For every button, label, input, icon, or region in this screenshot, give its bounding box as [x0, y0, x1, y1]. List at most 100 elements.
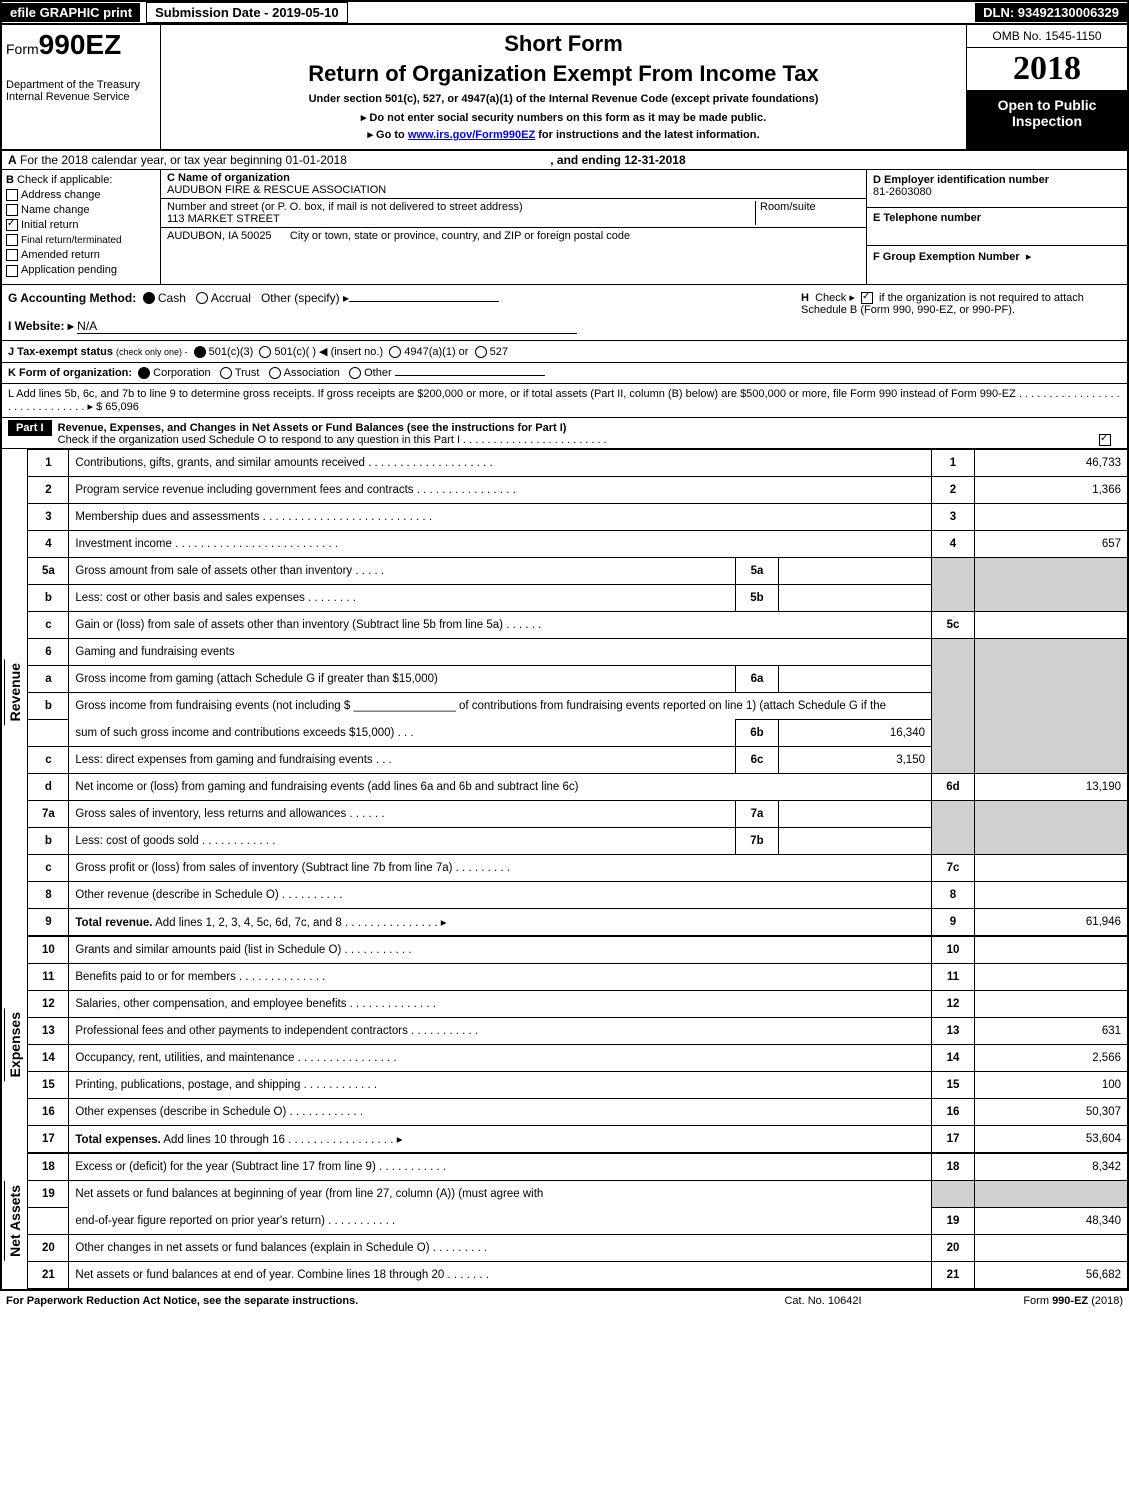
insert-no: ◀ (insert no.): [319, 346, 383, 358]
revenue-table: 1Contributions, gifts, grants, and simil…: [28, 449, 1127, 936]
cb-name-change-label: Name change: [21, 204, 90, 216]
radio-527[interactable]: [475, 346, 487, 358]
netassets-label: Net Assets: [4, 1181, 25, 1261]
line-10: 10Grants and similar amounts paid (list …: [28, 936, 1127, 963]
room-label: Room/suite: [760, 201, 816, 213]
cb-initial-return-label: Initial return: [21, 219, 78, 231]
radio-assoc[interactable]: [269, 367, 281, 379]
cb-address-change[interactable]: [6, 189, 18, 201]
cb-name-change[interactable]: [6, 204, 18, 216]
part1-header-row: Part I Revenue, Expenses, and Changes in…: [2, 418, 1127, 449]
netassets-side-label: Net Assets: [2, 1153, 28, 1289]
omb-number: OMB No. 1545-1150: [967, 25, 1127, 48]
cb-schedule-o[interactable]: [1099, 434, 1111, 446]
revenue-section: Revenue 1Contributions, gifts, grants, a…: [2, 449, 1127, 936]
section-b-right: D Employer identification number 81-2603…: [866, 170, 1127, 284]
netassets-section: Net Assets 18Excess or (deficit) for the…: [2, 1153, 1127, 1289]
line-5c: cGain or (loss) from sale of assets othe…: [28, 611, 1127, 638]
radio-501c3[interactable]: [194, 346, 206, 358]
j-label: J Tax-exempt status: [8, 346, 113, 358]
radio-accrual[interactable]: [196, 292, 208, 304]
line-16: 16Other expenses (describe in Schedule O…: [28, 1098, 1127, 1125]
addr-label: Number and street (or P. O. box, if mail…: [167, 201, 523, 213]
efile-print-button[interactable]: efile GRAPHIC print: [2, 3, 140, 22]
radio-cash[interactable]: [143, 292, 155, 304]
instruction-1: ▸ Do not enter social security numbers o…: [169, 111, 958, 124]
cb-application-pending[interactable]: [6, 265, 18, 277]
line-6d: dNet income or (loss) from gaming and fu…: [28, 773, 1127, 800]
city-row: AUDUBON, IA 50025 City or town, state or…: [161, 228, 866, 244]
label-b: B: [6, 174, 14, 186]
form-number-text: 990EZ: [39, 29, 122, 60]
group-exemption-row: F Group Exemption Number ▸: [867, 246, 1127, 283]
cb-address-change-label: Address change: [21, 189, 101, 201]
dln-label: DLN: 93492130006329: [975, 3, 1127, 22]
irs-link[interactable]: www.irs.gov/Form990EZ: [408, 129, 535, 141]
l-amount: $ 65,096: [96, 401, 139, 413]
line-8: 8Other revenue (describe in Schedule O) …: [28, 881, 1127, 908]
4947-label: 4947(a)(1) or: [404, 346, 468, 358]
line-7a: 7aGross sales of inventory, less returns…: [28, 800, 1127, 827]
address-row: Number and street (or P. O. box, if mail…: [161, 199, 866, 228]
l-text: L Add lines 5b, 6c, and 7b to line 9 to …: [8, 388, 1016, 400]
k-label: K Form of organization:: [8, 367, 132, 379]
other-org-input[interactable]: [395, 375, 545, 376]
short-form-title: Short Form: [169, 31, 958, 57]
header-center: Short Form Return of Organization Exempt…: [161, 25, 966, 149]
radio-corp[interactable]: [138, 367, 150, 379]
g-label: G Accounting Method:: [8, 291, 136, 305]
form-frame: Form990EZ Department of the Treasury Int…: [0, 23, 1129, 1291]
section-l: L Add lines 5b, 6c, and 7b to line 9 to …: [2, 384, 1127, 418]
city-label: City or town, state or province, country…: [290, 230, 630, 242]
other-label: Other (specify) ▸: [261, 291, 349, 305]
assoc-label: Association: [284, 367, 340, 379]
line-5a: 5aGross amount from sale of assets other…: [28, 557, 1127, 584]
line-17: 17Total expenses. Add lines 10 through 1…: [28, 1125, 1127, 1152]
header-left: Form990EZ Department of the Treasury Int…: [2, 25, 161, 149]
line-14: 14Occupancy, rent, utilities, and mainte…: [28, 1044, 1127, 1071]
line-19: 19Net assets or fund balances at beginni…: [28, 1180, 1127, 1207]
line-19b: end-of-year figure reported on prior yea…: [28, 1207, 1127, 1234]
f-arrow: ▸: [1026, 251, 1032, 263]
addr-value: 113 MARKET STREET: [167, 213, 280, 225]
radio-other-org[interactable]: [349, 367, 361, 379]
line-21: 21Net assets or fund balances at end of …: [28, 1261, 1127, 1288]
527-label: 527: [490, 346, 508, 358]
501c3-label: 501(c)(3): [209, 346, 254, 358]
e-label: E Telephone number: [873, 212, 981, 224]
radio-4947[interactable]: [389, 346, 401, 358]
i-label: I Website: ▸: [8, 319, 74, 333]
line-18: 18Excess or (deficit) for the year (Subt…: [28, 1153, 1127, 1180]
radio-trust[interactable]: [220, 367, 232, 379]
cb-amended-return[interactable]: [6, 249, 18, 261]
check-if-label: Check if applicable:: [17, 174, 112, 186]
radio-501c[interactable]: [259, 346, 271, 358]
section-b-checkboxes: B Check if applicable: Address change Na…: [2, 170, 161, 284]
line-1: 1Contributions, gifts, grants, and simil…: [28, 449, 1127, 476]
h-label: H: [801, 292, 809, 304]
form-number: Form990EZ: [6, 29, 156, 61]
line-4: 4Investment income . . . . . . . . . . .…: [28, 530, 1127, 557]
section-a: A For the 2018 calendar year, or tax yea…: [2, 151, 1127, 170]
other-input[interactable]: [349, 301, 499, 302]
tax-year-ending: , and ending 12-31-2018: [550, 153, 685, 167]
return-title: Return of Organization Exempt From Incom…: [169, 61, 958, 87]
cb-final-return[interactable]: [6, 234, 18, 246]
open-public-badge: Open to Public Inspection: [967, 91, 1127, 149]
cb-initial-return[interactable]: [6, 219, 18, 231]
line-6: 6Gaming and fundraising events: [28, 638, 1127, 665]
cb-application-pending-label: Application pending: [21, 264, 117, 276]
h-check-text: Check ▸: [815, 292, 855, 304]
submission-date: Submission Date - 2019-05-10: [146, 2, 348, 23]
instruction-2: ▸ Go to www.irs.gov/Form990EZ for instru…: [169, 128, 958, 141]
line-9: 9Total revenue. Add lines 1, 2, 3, 4, 5c…: [28, 908, 1127, 935]
top-bar: efile GRAPHIC print Submission Date - 20…: [0, 0, 1129, 23]
cb-schedule-b[interactable]: [861, 292, 873, 304]
city-value: AUDUBON, IA 50025: [167, 230, 272, 242]
section-j: J Tax-exempt status (check only one) - 5…: [2, 341, 1127, 363]
l-arrow: ▸: [87, 401, 93, 413]
ein-value: 81-2603080: [873, 186, 932, 198]
revenue-side-label: Revenue: [2, 449, 28, 936]
accrual-label: Accrual: [211, 291, 251, 305]
tax-year: 2018: [967, 48, 1127, 91]
